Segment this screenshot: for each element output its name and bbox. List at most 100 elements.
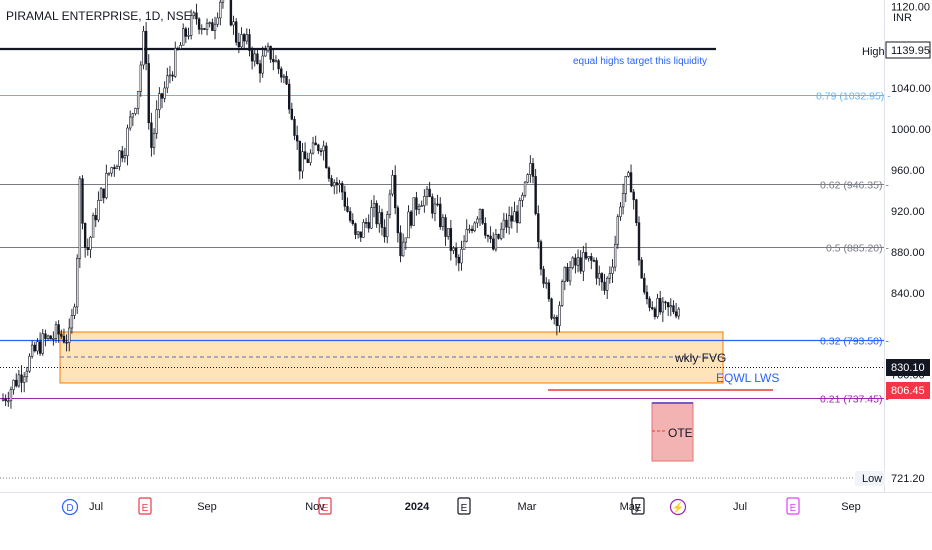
price-tick-label: 920.00 bbox=[891, 206, 925, 218]
candle-body-down bbox=[409, 211, 413, 226]
candle bbox=[547, 279, 551, 302]
candle-body-down bbox=[285, 75, 288, 85]
high-value: 1139.95 bbox=[891, 45, 930, 57]
candle bbox=[240, 27, 243, 50]
candle bbox=[311, 136, 315, 155]
candle bbox=[439, 197, 442, 230]
candle-body-up bbox=[412, 197, 415, 226]
candle bbox=[166, 67, 169, 94]
candle-body-up bbox=[78, 178, 82, 259]
candle-body-down bbox=[428, 188, 431, 198]
current-price-value: 830.10 bbox=[891, 362, 925, 374]
candle-body-down bbox=[303, 151, 307, 160]
event-marker: E bbox=[318, 497, 332, 515]
candle-body-up bbox=[372, 203, 376, 208]
candle bbox=[481, 208, 484, 225]
candle bbox=[76, 254, 79, 314]
candle-body-down bbox=[340, 183, 344, 193]
candle-body-up bbox=[545, 282, 548, 285]
candle-body-down bbox=[457, 256, 460, 264]
candle-body-up bbox=[107, 172, 111, 175]
candle bbox=[433, 197, 437, 222]
candle-body-down bbox=[211, 22, 214, 31]
candle-body-up bbox=[52, 338, 55, 340]
candle-body-down bbox=[439, 203, 442, 228]
candle-body-up bbox=[401, 241, 405, 257]
time-tick-label: Jul bbox=[89, 501, 103, 513]
candle bbox=[256, 49, 259, 65]
event-marker-letter: E bbox=[322, 503, 329, 514]
candle bbox=[608, 266, 612, 284]
candle-body-down bbox=[94, 215, 97, 221]
candle bbox=[354, 222, 357, 240]
candle bbox=[46, 334, 50, 341]
candle bbox=[160, 92, 164, 109]
candle bbox=[258, 59, 262, 83]
candle-body-down bbox=[486, 234, 490, 237]
candle-body-down bbox=[195, 12, 198, 20]
candle bbox=[513, 201, 516, 222]
candle bbox=[118, 149, 121, 171]
time-tick-label: Sep bbox=[841, 501, 861, 513]
candle bbox=[7, 391, 10, 407]
candle-body-down bbox=[20, 374, 23, 383]
candle-body-up bbox=[189, 15, 193, 36]
candle-body-up bbox=[46, 335, 50, 339]
candle-body-down bbox=[86, 247, 90, 250]
candle-body-down bbox=[298, 140, 301, 172]
candle-body-up bbox=[232, 21, 235, 26]
candle-body-down bbox=[470, 228, 474, 231]
candle bbox=[494, 228, 498, 252]
candle-body-up bbox=[476, 218, 479, 224]
candle-body-down bbox=[431, 196, 434, 214]
candle-body-down bbox=[653, 308, 657, 317]
candle bbox=[523, 181, 527, 198]
candle bbox=[197, 17, 201, 35]
candle bbox=[635, 198, 638, 226]
event-marker: E bbox=[457, 497, 471, 515]
candle-body-down bbox=[444, 217, 447, 237]
candle-body-down bbox=[343, 191, 347, 207]
candle bbox=[674, 302, 678, 319]
candle bbox=[529, 155, 532, 183]
candle bbox=[378, 205, 381, 233]
candle bbox=[584, 242, 588, 261]
candle bbox=[235, 18, 238, 46]
candle-body-down bbox=[393, 175, 397, 209]
candle bbox=[613, 235, 617, 272]
candle bbox=[669, 298, 673, 317]
candle bbox=[526, 173, 529, 184]
time-axis[interactable]: Jul Sep Nov 2024 Mar May Jul Sep bbox=[89, 501, 861, 513]
candle bbox=[28, 353, 31, 373]
candle-body-down bbox=[579, 257, 582, 272]
candle-body-up bbox=[523, 181, 527, 196]
level-price-badge bbox=[886, 382, 930, 399]
candle-body-down bbox=[550, 298, 553, 319]
candle-body-up bbox=[452, 247, 455, 251]
candle-body-up bbox=[163, 87, 166, 99]
candle-body-down bbox=[600, 273, 604, 283]
event-markers[interactable]: D E E E E ⚡ E bbox=[61, 497, 800, 516]
candle-body-down bbox=[272, 59, 275, 63]
candle-body-up bbox=[608, 273, 612, 279]
candle bbox=[372, 195, 376, 218]
candle bbox=[391, 170, 394, 197]
candle-body-up bbox=[12, 379, 15, 390]
candle bbox=[356, 231, 360, 239]
candle bbox=[444, 214, 447, 246]
candle bbox=[266, 42, 270, 53]
candle bbox=[590, 252, 593, 270]
candle bbox=[648, 296, 651, 312]
candle bbox=[250, 46, 254, 70]
candle bbox=[52, 331, 55, 346]
candle-body-down bbox=[632, 191, 635, 201]
ote-box[interactable] bbox=[651, 402, 694, 462]
candle-body-up bbox=[669, 305, 673, 308]
level-price-value: 806.45 bbox=[891, 385, 925, 397]
candle bbox=[20, 365, 23, 393]
candle bbox=[351, 213, 354, 226]
candle-body-up bbox=[274, 60, 278, 63]
candle-body-up bbox=[110, 167, 113, 174]
candle-body-up bbox=[192, 12, 195, 16]
